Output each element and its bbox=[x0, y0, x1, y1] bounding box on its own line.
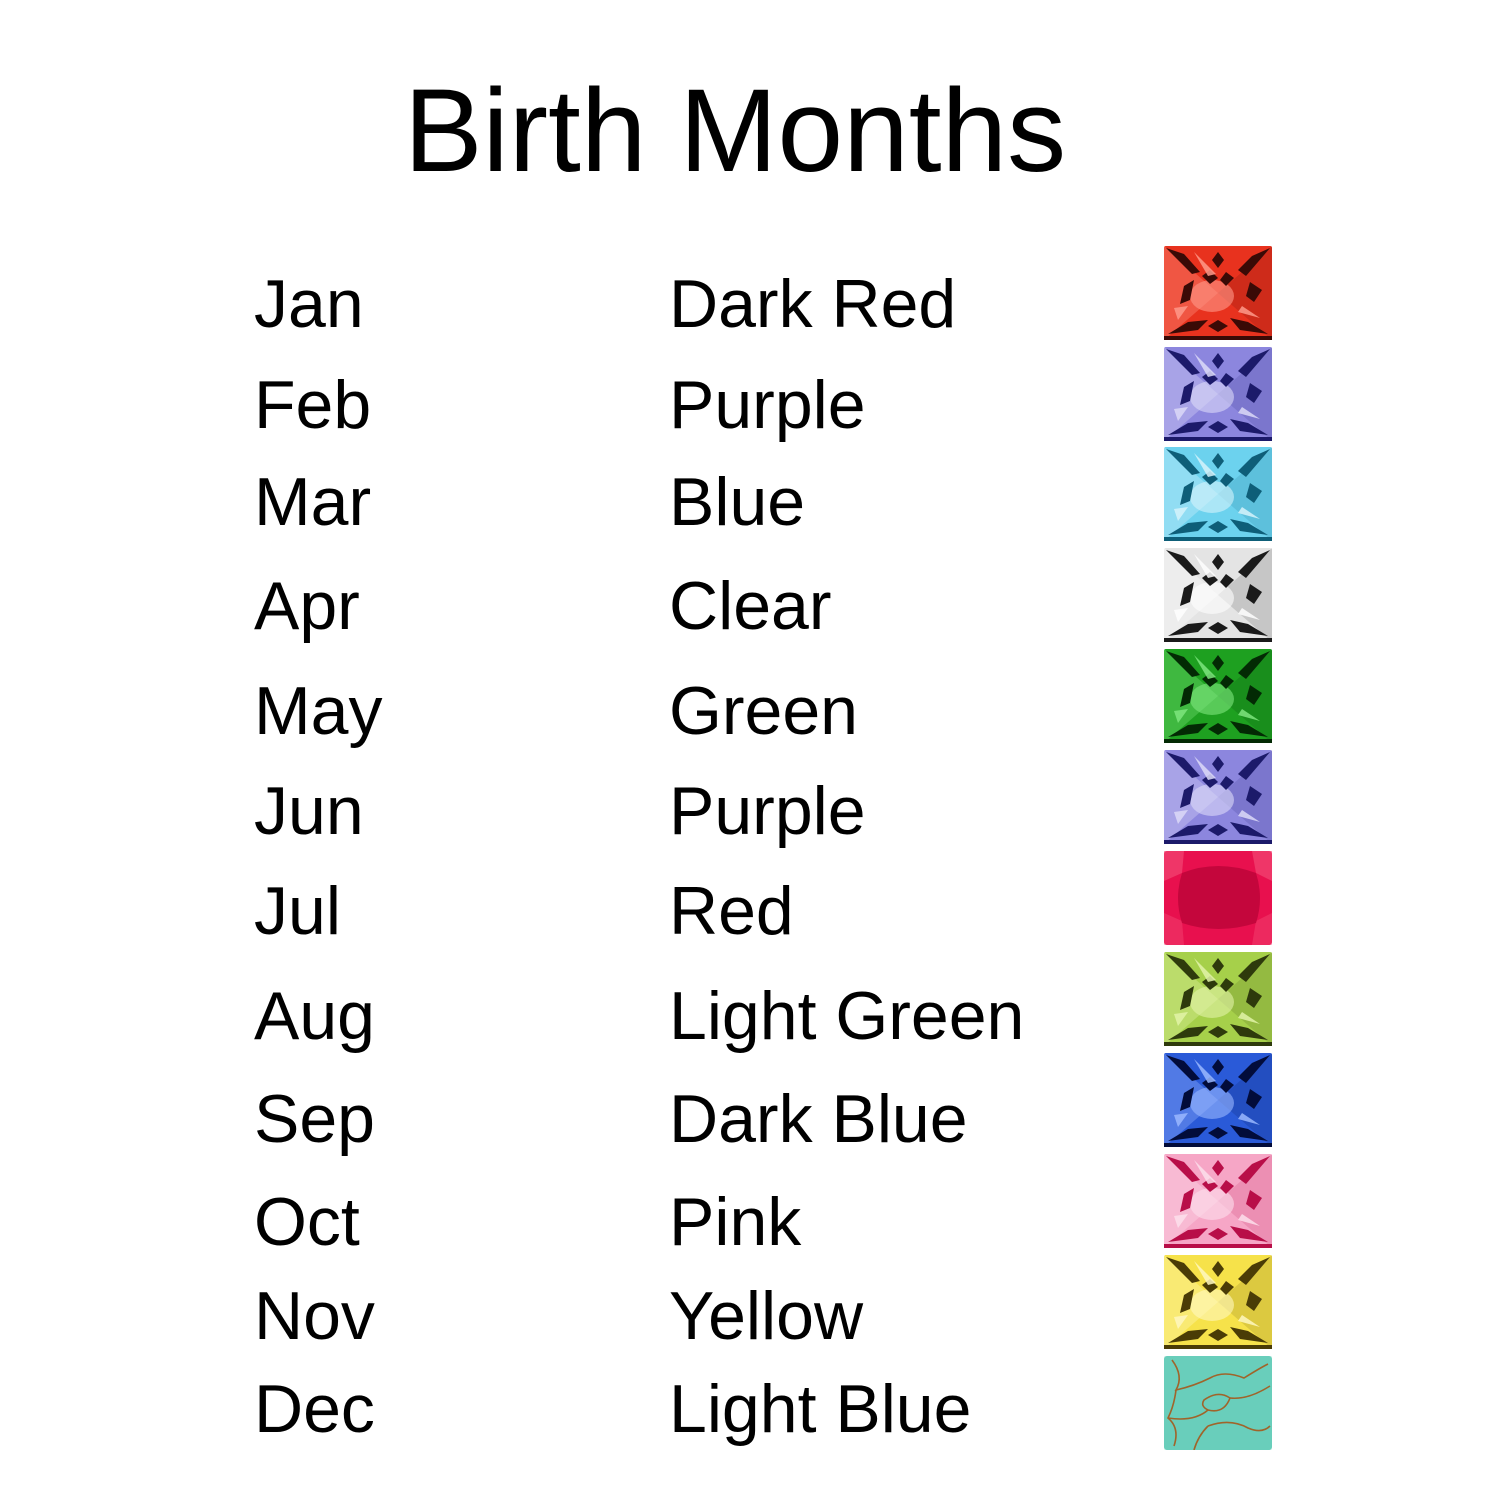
month-label: Apr bbox=[254, 568, 360, 644]
gemstone-swatch bbox=[1164, 750, 1272, 844]
page-title: Birth Months bbox=[403, 65, 1067, 197]
table-row: Nov Yellow bbox=[0, 1255, 1500, 1356]
month-label: Sep bbox=[254, 1081, 375, 1157]
gemstone-swatch bbox=[1164, 952, 1272, 1046]
color-label: Light Blue bbox=[669, 1371, 972, 1447]
gemstone-swatch bbox=[1164, 246, 1272, 340]
table-row: Oct Pink bbox=[0, 1154, 1500, 1260]
color-label: Blue bbox=[669, 464, 806, 540]
color-label: Light Green bbox=[669, 978, 1025, 1054]
table-row: Jun Purple bbox=[0, 750, 1500, 851]
gemstone-swatch bbox=[1164, 1053, 1272, 1147]
gemstone-swatch bbox=[1164, 347, 1272, 441]
gemstone-swatch bbox=[1164, 1255, 1272, 1349]
month-label: May bbox=[254, 673, 383, 749]
table-row: Sep Dark Blue bbox=[0, 1053, 1500, 1157]
table-row: Jan Dark Red bbox=[0, 246, 1500, 347]
month-label: Nov bbox=[254, 1278, 375, 1354]
table-row: Feb Purple bbox=[0, 347, 1500, 448]
table-row: Mar Blue bbox=[0, 447, 1500, 548]
color-label: Red bbox=[669, 873, 794, 949]
table-row: May Green bbox=[0, 649, 1500, 750]
color-label: Yellow bbox=[669, 1278, 864, 1354]
color-label: Purple bbox=[669, 773, 866, 849]
color-label: Pink bbox=[669, 1184, 802, 1260]
table-row: Dec Light Blue bbox=[0, 1356, 1500, 1457]
gemstone-swatch bbox=[1164, 548, 1272, 642]
month-label: Oct bbox=[254, 1184, 360, 1260]
gemstone-swatch bbox=[1164, 851, 1272, 945]
month-label: Feb bbox=[254, 367, 372, 443]
month-label: Mar bbox=[254, 464, 372, 540]
color-label: Clear bbox=[669, 568, 832, 644]
color-label: Purple bbox=[669, 367, 866, 443]
gemstone-swatch bbox=[1164, 649, 1272, 743]
month-label: Dec bbox=[254, 1371, 375, 1447]
month-label: Aug bbox=[254, 978, 375, 1054]
table-row: Apr Clear bbox=[0, 548, 1500, 649]
gemstone-swatch bbox=[1164, 1356, 1272, 1450]
month-label: Jul bbox=[254, 873, 341, 949]
gemstone-swatch bbox=[1164, 447, 1272, 541]
gemstone-swatch bbox=[1164, 1154, 1272, 1248]
table-row: Jul Red bbox=[0, 851, 1500, 952]
color-label: Green bbox=[669, 673, 858, 749]
month-label: Jun bbox=[254, 773, 364, 849]
color-label: Dark Red bbox=[669, 266, 957, 342]
month-label: Jan bbox=[254, 266, 364, 342]
color-label: Dark Blue bbox=[669, 1081, 968, 1157]
table-row: Aug Light Green bbox=[0, 952, 1500, 1054]
